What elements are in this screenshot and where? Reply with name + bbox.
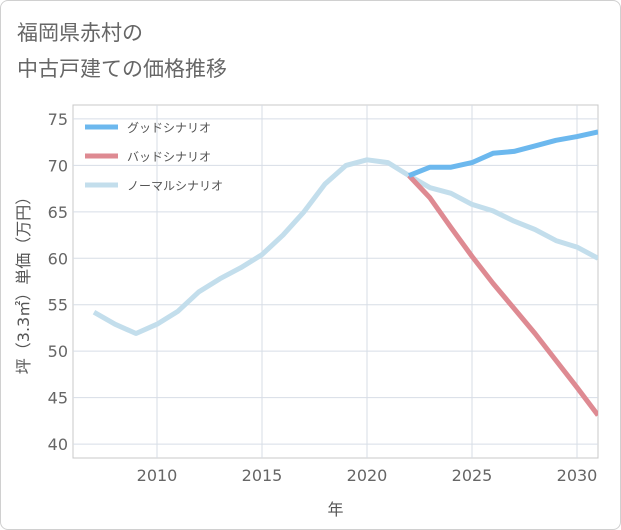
y-tick-label-50: 50 bbox=[48, 342, 68, 361]
legend-label-bad: バッドシナリオ bbox=[127, 150, 211, 164]
x-tick-label-2025: 2025 bbox=[452, 466, 493, 485]
series-line-bad bbox=[407, 173, 598, 417]
y-tick-label-75: 75 bbox=[48, 110, 68, 129]
legend-label-good: グッドシナリオ bbox=[127, 121, 211, 135]
y-axis-label: 坪（3.3㎡）単価（万円） bbox=[14, 189, 33, 374]
x-tick-label-2030: 2030 bbox=[557, 466, 598, 485]
series-line-good bbox=[408, 129, 598, 178]
y-tick-label-45: 45 bbox=[48, 389, 68, 408]
y-tick-label-60: 60 bbox=[48, 249, 68, 268]
series-lines bbox=[92, 129, 598, 417]
x-tick-label-2020: 2020 bbox=[347, 466, 388, 485]
y-tick-label-40: 40 bbox=[48, 435, 68, 454]
x-axis-label: 年 bbox=[327, 500, 343, 519]
y-tick-label-70: 70 bbox=[48, 156, 68, 175]
y-tick-label-55: 55 bbox=[48, 296, 68, 315]
chart-title: 福岡県赤村の 中古戸建ての価格推移 bbox=[17, 15, 227, 87]
chart-title-line-2: 中古戸建ての価格推移 bbox=[17, 57, 227, 81]
x-tick-label-2015: 2015 bbox=[242, 466, 283, 485]
plot-area bbox=[72, 104, 599, 459]
legend-label-normal: ノーマルシナリオ bbox=[127, 179, 223, 193]
x-tick-label-2010: 2010 bbox=[137, 466, 178, 485]
chart-title-line-1: 福岡県赤村の bbox=[17, 21, 143, 45]
series-line-normal bbox=[92, 157, 598, 336]
axis-ticks: 2010 2015 2020 2025 2030 40 45 50 55 60 65 70 75 bbox=[48, 110, 598, 485]
y-tick-label-65: 65 bbox=[48, 203, 68, 222]
